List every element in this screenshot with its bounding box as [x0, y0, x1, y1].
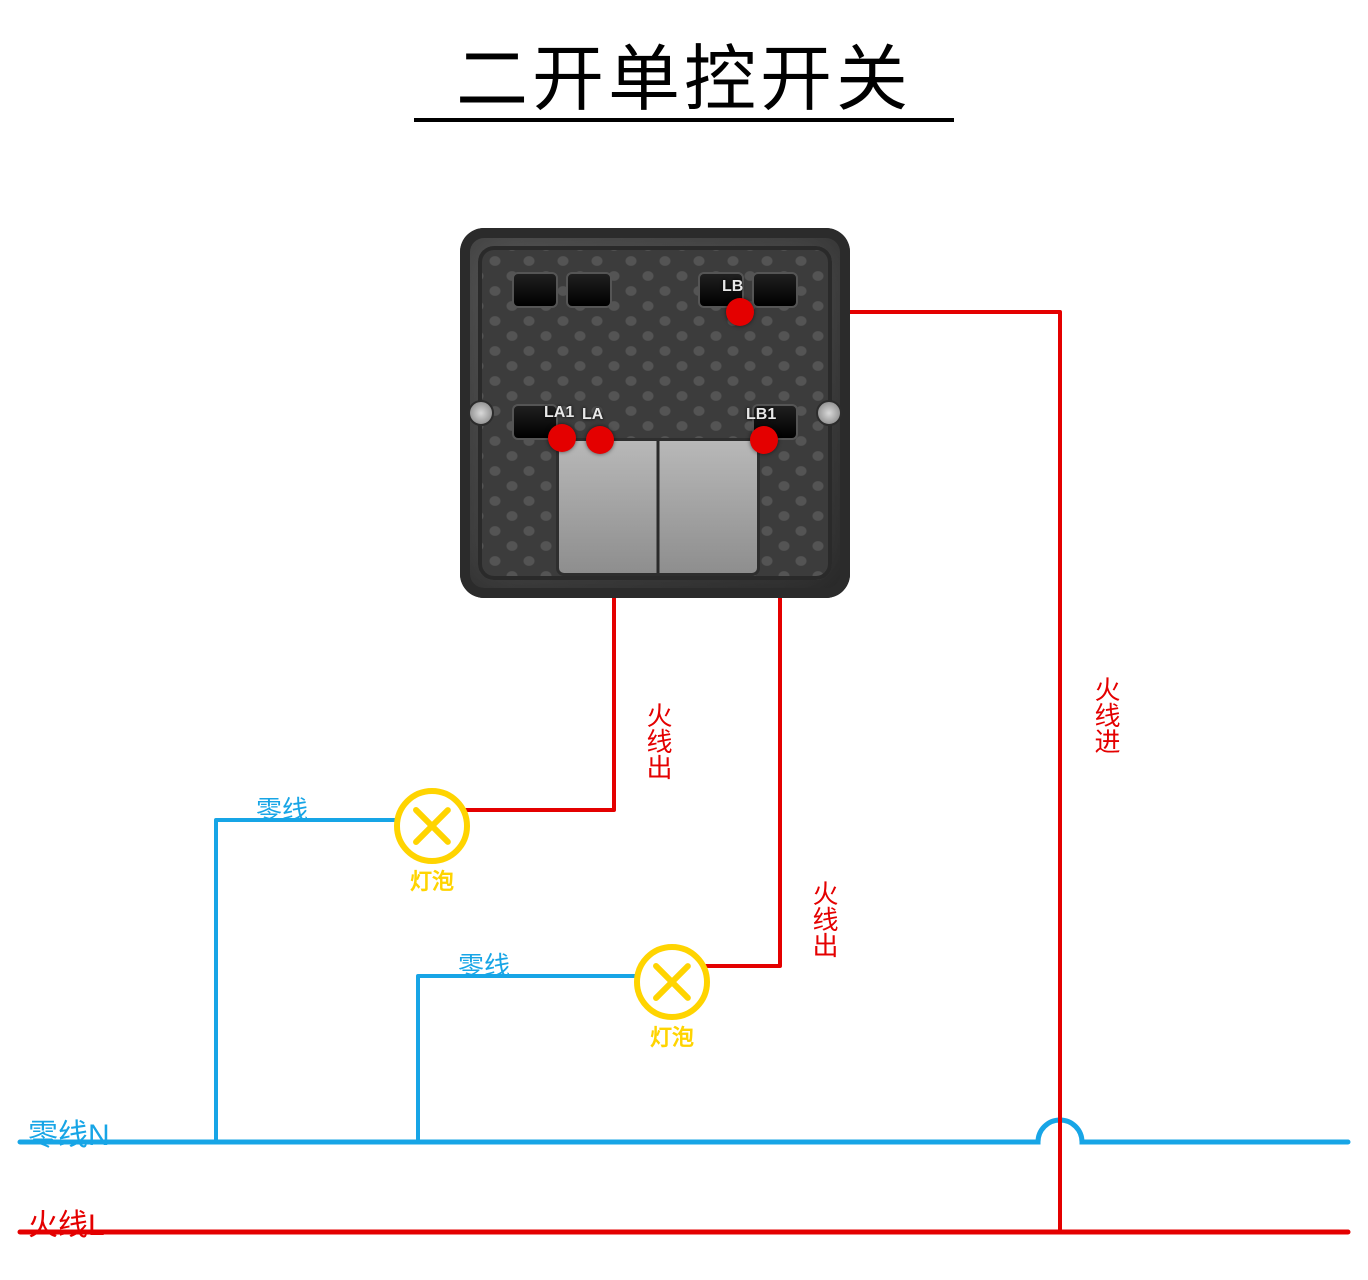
terminal-slot — [512, 272, 558, 308]
bus-live-label: 火线L — [28, 1200, 105, 1244]
terminal-lb — [726, 298, 754, 326]
screw-right — [816, 400, 842, 426]
bulb1-label: 灯泡 — [410, 864, 454, 896]
terminal-label-lb: LB — [722, 278, 743, 296]
screw-left — [468, 400, 494, 426]
bulb2 — [634, 944, 710, 1020]
terminal-label-la1: LA1 — [544, 404, 574, 422]
rocker-area — [556, 438, 760, 576]
neutral-wire — [216, 820, 400, 1142]
terminal-slot — [566, 272, 612, 308]
terminal-la — [586, 426, 614, 454]
diagram-canvas: 二开单控开关 零线N 火线L LBLALA1LB1灯泡灯泡火线进火线出火线出零线… — [0, 0, 1368, 1280]
wire-label: 火线出 — [806, 880, 843, 958]
switch-backplate — [460, 228, 850, 598]
neutral-wire — [418, 976, 640, 1142]
terminal-slot — [752, 272, 798, 308]
wire-label: 火线进 — [1088, 676, 1125, 754]
wiring-svg — [0, 0, 1368, 1280]
neutral-bus — [20, 1120, 1348, 1142]
wire-label: 火线出 — [640, 702, 677, 780]
terminal-la1 — [548, 424, 576, 452]
terminal-lb1 — [750, 426, 778, 454]
terminal-label-lb1: LB1 — [746, 406, 776, 424]
wire-label: 零线 — [458, 946, 510, 983]
bulb2-label: 灯泡 — [650, 1020, 694, 1052]
wire-label: 零线 — [256, 790, 308, 827]
bulb1 — [394, 788, 470, 864]
bus-neutral-label: 零线N — [28, 1110, 110, 1154]
terminal-label-la: LA — [582, 406, 603, 424]
